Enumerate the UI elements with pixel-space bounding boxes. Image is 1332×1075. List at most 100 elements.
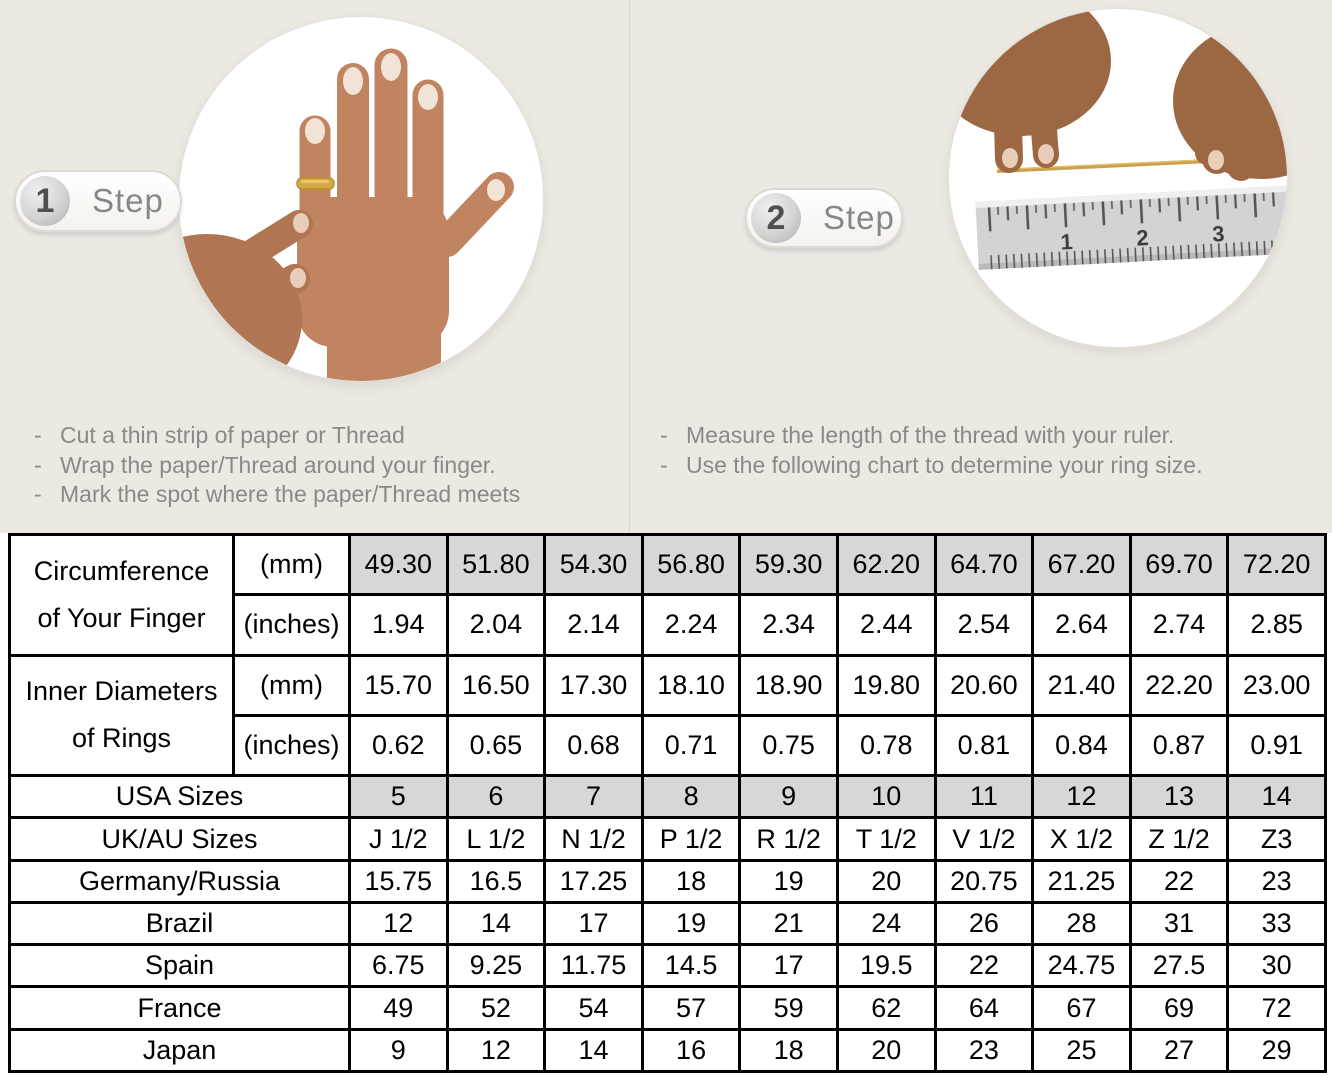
instruction-text: Mark the spot where the paper/Thread mee… (60, 481, 521, 507)
instruction-item: - Use the following chart to determine y… (660, 451, 1328, 481)
size-cell: 20 (835, 1027, 937, 1074)
step2-instructions: - Measure the length of the thread with … (660, 421, 1328, 480)
size-cell: 19 (640, 900, 742, 947)
size-cell: 0.68 (543, 713, 644, 778)
bullet-dash: - (660, 451, 668, 478)
step-number-circle: 1 (20, 176, 70, 226)
step-number-circle: 2 (751, 193, 801, 243)
size-cell: 62 (835, 985, 937, 1031)
size-cell: 16 (640, 1027, 742, 1074)
size-cell: P 1/2 (640, 816, 742, 862)
size-cell: 19.5 (835, 943, 937, 989)
size-cell: 14 (543, 1027, 644, 1074)
step2-panel: 1 2 3 (630, 0, 1332, 533)
size-cell: 18 (738, 1027, 839, 1074)
size-cell: 57 (640, 985, 742, 1031)
size-cell: 15.70 (348, 653, 449, 717)
ruler-number: 3 (1212, 221, 1226, 247)
size-cell: 30 (1226, 943, 1327, 989)
size-cell: 24.75 (1031, 943, 1132, 989)
row-label-inner-diameter: Inner Diameters of Rings (8, 653, 235, 778)
size-cell: 0.84 (1031, 713, 1132, 778)
size-cell: L 1/2 (445, 816, 547, 862)
size-cell: 2.24 (640, 593, 742, 657)
step-label: Step (823, 199, 895, 236)
bullet-dash: - (660, 422, 668, 448)
ring-size-conversion-table: Circumference of Your Finger (mm) 49.30 … (8, 532, 1327, 1074)
size-cell: 16.50 (445, 653, 547, 717)
row-label-country: Spain (8, 943, 351, 989)
table-row-circumference-inches: (inches) 1.94 2.04 2.14 2.24 2.34 2.44 2… (10, 593, 1327, 657)
instruction-text: Cut a thin strip of paper or Thread (60, 422, 405, 448)
size-cell: 27 (1128, 1027, 1230, 1074)
size-cell: 52 (445, 985, 547, 1031)
step1-badge: 1 Step (14, 170, 182, 232)
size-cell: T 1/2 (835, 816, 937, 862)
helper-hand (179, 210, 313, 381)
instruction-item: - Measure the length of the thread with … (660, 421, 1328, 451)
instruction-item: - Cut a thin strip of paper or Thread (34, 421, 620, 451)
unit-label: (mm) (232, 653, 351, 717)
size-cell: 20 (835, 858, 937, 904)
unit-label: (inches) (232, 713, 351, 778)
size-cell: 27.5 (1128, 943, 1230, 989)
size-cell: 64 (933, 985, 1035, 1031)
table-row-circumference-mm: Circumference of Your Finger (mm) 49.30 … (8, 532, 1327, 657)
size-cell: 59.30 (738, 532, 839, 597)
measuring-illustration: 1 2 3 (949, 9, 1287, 270)
size-cell: Z 1/2 (1128, 816, 1230, 862)
label-line: of Rings (71, 723, 172, 754)
size-cell: 23 (1226, 858, 1327, 904)
table-row-france: France 49 52 54 57 59 62 64 67 69 72 (8, 985, 1327, 1031)
how-to-measure-section: 1 Step - Cut a thin strip of paper or Th… (0, 0, 1332, 533)
ruler-number: 1 (1060, 229, 1074, 255)
ruler-number: 2 (1136, 225, 1150, 251)
size-cell: 49.30 (348, 532, 449, 597)
size-cell: 2.85 (1226, 593, 1327, 657)
size-cell: 9.25 (445, 943, 547, 989)
size-cell: 21.40 (1031, 653, 1132, 717)
size-cell: 19 (738, 858, 839, 904)
step-label: Step (92, 182, 164, 219)
size-cell: 0.71 (640, 713, 742, 778)
row-label-country: UK/AU Sizes (8, 816, 351, 862)
size-cell: 69.70 (1128, 532, 1230, 597)
row-label-country: France (8, 985, 351, 1031)
size-cell: 24 (835, 900, 937, 947)
size-cell: 7 (543, 774, 644, 820)
size-cell: 54.30 (543, 532, 644, 597)
size-cell: J 1/2 (348, 816, 449, 862)
label-line: Circumference (33, 555, 210, 586)
size-cell: 13 (1128, 774, 1230, 820)
size-cell: 5 (348, 774, 449, 820)
size-cell: 0.81 (933, 713, 1035, 778)
size-cell: V 1/2 (933, 816, 1035, 862)
table-row-diameter-mm: Inner Diameters of Rings (mm) 15.70 16.5… (8, 653, 1327, 778)
size-cell: 21 (738, 900, 839, 947)
instruction-text: Measure the length of the thread with yo… (686, 422, 1175, 448)
size-cell: 33 (1226, 900, 1327, 947)
table-row-germany-russia: Germany/Russia 15.75 16.5 17.25 18 19 20… (8, 858, 1327, 904)
bullet-dash: - (34, 422, 42, 448)
unit-label: (inches) (232, 593, 351, 657)
size-cell: 0.65 (445, 713, 547, 778)
instruction-text: Wrap the paper/Thread around your finger… (60, 451, 496, 478)
size-cell: 20.60 (933, 653, 1035, 717)
table-row-diameter-inches: (inches) 0.62 0.65 0.68 0.71 0.75 0.78 0… (10, 713, 1327, 778)
size-cell: 31 (1128, 900, 1230, 947)
size-cell: 72 (1226, 985, 1327, 1031)
step1-instructions: - Cut a thin strip of paper or Thread - … (34, 421, 620, 510)
size-cell: 12 (445, 1027, 547, 1074)
right-hand (1173, 23, 1287, 181)
size-cell: 54 (543, 985, 644, 1031)
table-row-brazil: Brazil 12 14 17 19 21 24 26 28 31 33 (8, 900, 1327, 947)
bullet-dash: - (34, 451, 42, 478)
row-label-circumference: Circumference of Your Finger (8, 533, 235, 657)
size-cell: 17.30 (543, 653, 644, 717)
main-hand (297, 48, 514, 381)
table-row-japan: Japan 9 12 14 16 18 20 23 25 27 29 (8, 1027, 1327, 1074)
size-cell: 0.75 (738, 713, 839, 778)
size-cell: 14 (1226, 774, 1327, 820)
size-cell: 0.91 (1226, 713, 1327, 778)
size-cell: 6 (445, 774, 547, 820)
